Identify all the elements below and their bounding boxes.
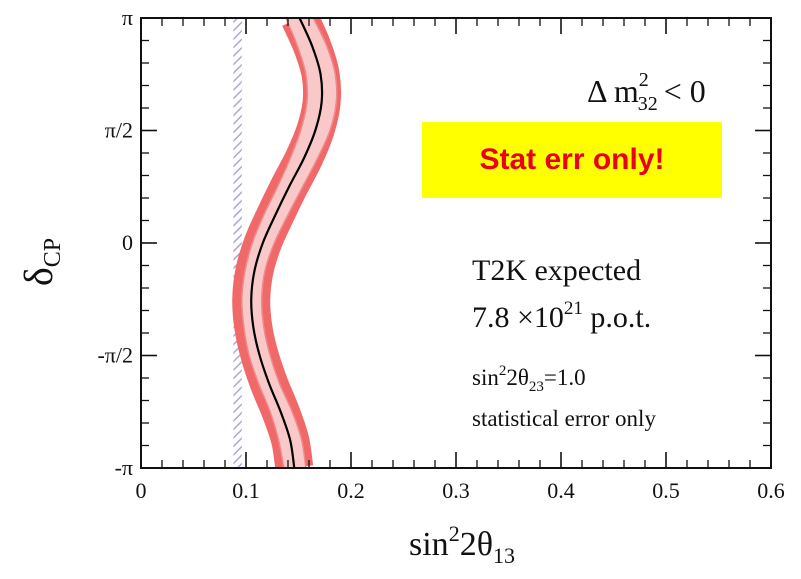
y-tick-label: -π/2 <box>97 343 133 368</box>
x-tick-label: 0.5 <box>652 478 680 503</box>
stat-error-note: statistical error only <box>472 406 656 431</box>
x-axis-title: sin22θ13 <box>409 521 515 568</box>
theta23-annotation: sin22θ23=1.0 <box>472 363 586 395</box>
stat-err-only-banner: Stat err only! <box>422 122 722 198</box>
band-inner-right-line <box>260 18 338 468</box>
x-tick-label: 0.3 <box>442 478 470 503</box>
y-axis-title-main: δ <box>16 267 61 286</box>
central-curve <box>250 18 324 468</box>
y-tick-label: π <box>122 5 133 30</box>
confidence-band-inner <box>241 18 337 468</box>
y-axis-title: δCP <box>16 238 66 286</box>
axis-ticks <box>140 17 772 469</box>
y-axis-title-sub: CP <box>40 238 66 267</box>
x-tick-label: 0 <box>136 478 147 503</box>
x-tick-label: 0.6 <box>757 478 785 503</box>
y-tick-label: π/2 <box>105 117 133 142</box>
y-tick-label: 0 <box>122 230 133 255</box>
x-tick-label: 0.4 <box>547 478 575 503</box>
t2k-annotation-line2: 7.8 ×1021 p.o.t. <box>472 298 651 334</box>
plot-area <box>232 18 342 468</box>
tick-labels: 0 0.1 0.2 0.3 0.4 0.5 0.6 -π -π/2 0 π/2 π <box>97 5 784 503</box>
band-inner-left-line <box>241 18 309 468</box>
stat-err-only-label: Stat err only! <box>479 143 665 176</box>
x-tick-label: 0.1 <box>232 478 260 503</box>
y-tick-label: -π <box>115 455 133 480</box>
hatched-exclusion-band <box>233 18 242 468</box>
mass-ordering-annotation: Δ m2 32 < 0 <box>587 69 706 115</box>
t2k-annotation-line1: T2K expected <box>472 254 641 287</box>
x-tick-label: 0.2 <box>337 478 365 503</box>
